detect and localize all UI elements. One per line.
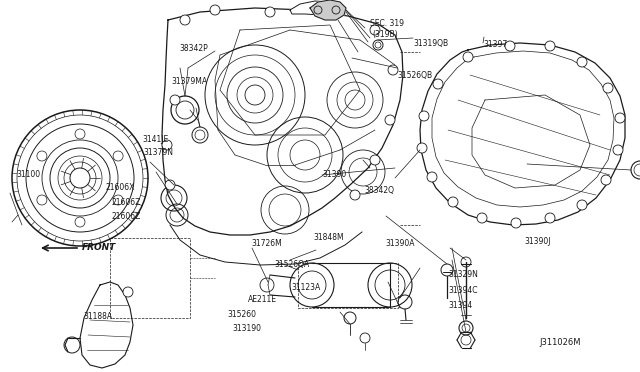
Text: 31526QB: 31526QB	[397, 71, 433, 80]
Circle shape	[511, 218, 521, 228]
Circle shape	[385, 115, 395, 125]
Circle shape	[325, 7, 335, 17]
Text: 31390J: 31390J	[525, 237, 551, 246]
Text: 31319QB: 31319QB	[413, 39, 449, 48]
Circle shape	[577, 200, 587, 210]
Text: 31390: 31390	[322, 170, 346, 179]
Circle shape	[505, 41, 515, 51]
Text: J311026M: J311026M	[539, 339, 580, 347]
Circle shape	[165, 180, 175, 190]
Circle shape	[427, 172, 437, 182]
Bar	[110, 238, 190, 318]
Circle shape	[162, 140, 172, 150]
Circle shape	[477, 213, 487, 223]
Circle shape	[265, 7, 275, 17]
Circle shape	[433, 79, 443, 89]
Text: 31188A: 31188A	[83, 312, 113, 321]
Text: 31848M: 31848M	[314, 233, 344, 242]
Text: (319B): (319B)	[372, 30, 398, 39]
Circle shape	[603, 83, 613, 93]
Circle shape	[370, 25, 380, 35]
Circle shape	[123, 287, 133, 297]
Circle shape	[601, 175, 611, 185]
Polygon shape	[310, 0, 346, 20]
Text: 21606Z: 21606Z	[112, 212, 141, 221]
Circle shape	[463, 52, 473, 62]
Circle shape	[577, 57, 587, 67]
Text: 38342Q: 38342Q	[365, 186, 395, 195]
Text: 21606X: 21606X	[106, 183, 135, 192]
Circle shape	[210, 5, 220, 15]
Text: 31379N: 31379N	[143, 148, 173, 157]
Circle shape	[419, 111, 429, 121]
Circle shape	[448, 197, 458, 207]
Text: 315260: 315260	[227, 310, 256, 319]
Circle shape	[350, 190, 360, 200]
Text: 31526QA: 31526QA	[274, 260, 309, 269]
Text: 313190: 313190	[232, 324, 261, 333]
Text: 31394: 31394	[448, 301, 472, 310]
Text: 3141JE: 3141JE	[142, 135, 168, 144]
Text: 31123A: 31123A	[292, 283, 321, 292]
Circle shape	[545, 213, 555, 223]
Text: 38342P: 38342P	[179, 44, 208, 53]
Text: AE211E: AE211E	[248, 295, 277, 304]
Circle shape	[615, 113, 625, 123]
Text: 31329N: 31329N	[448, 270, 478, 279]
Circle shape	[388, 65, 398, 75]
Text: 31726M: 31726M	[252, 239, 282, 248]
Text: 31379MA: 31379MA	[172, 77, 207, 86]
Circle shape	[370, 155, 380, 165]
Text: 31100: 31100	[16, 170, 40, 179]
Circle shape	[170, 95, 180, 105]
Circle shape	[613, 145, 623, 155]
Circle shape	[545, 41, 555, 51]
Circle shape	[417, 143, 427, 153]
Circle shape	[180, 15, 190, 25]
Text: SEC. 319: SEC. 319	[370, 19, 404, 28]
Text: 21606Z: 21606Z	[112, 198, 141, 207]
Bar	[298, 263, 398, 308]
Text: 31394C: 31394C	[448, 286, 477, 295]
Text: 31397: 31397	[483, 40, 508, 49]
Polygon shape	[290, 1, 345, 18]
Text: FRONT: FRONT	[82, 244, 116, 253]
Text: 31390A: 31390A	[385, 239, 415, 248]
